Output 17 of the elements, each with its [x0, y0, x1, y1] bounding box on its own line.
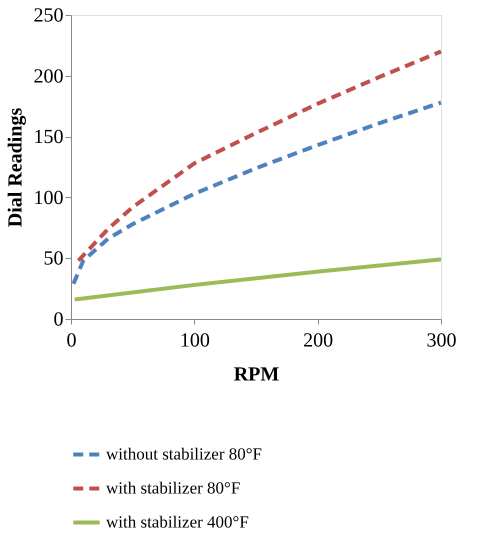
- x-tick-label: 300: [426, 330, 456, 352]
- legend-label: with stabilizer 80°F: [106, 478, 240, 498]
- y-tick-label: 50: [44, 248, 64, 270]
- x-tick-label: 200: [303, 330, 334, 352]
- legend-label: with stabilizer 400°F: [106, 512, 249, 532]
- line-series: [71, 100, 443, 286]
- y-axis-title: Dial Readings: [4, 108, 26, 228]
- line-series: [76, 49, 443, 263]
- y-tick-label: 250: [34, 4, 64, 26]
- y-tick-label: 200: [34, 65, 64, 88]
- x-tick-label: 100: [180, 330, 210, 352]
- y-tick-label: 100: [34, 186, 64, 209]
- y-tick-label: 150: [34, 126, 64, 148]
- x-axis-title: RPM: [234, 364, 280, 386]
- line-series: [72, 257, 443, 302]
- legend-label: without stabilizer 80°F: [106, 444, 262, 464]
- y-tick-label: 0: [54, 308, 64, 330]
